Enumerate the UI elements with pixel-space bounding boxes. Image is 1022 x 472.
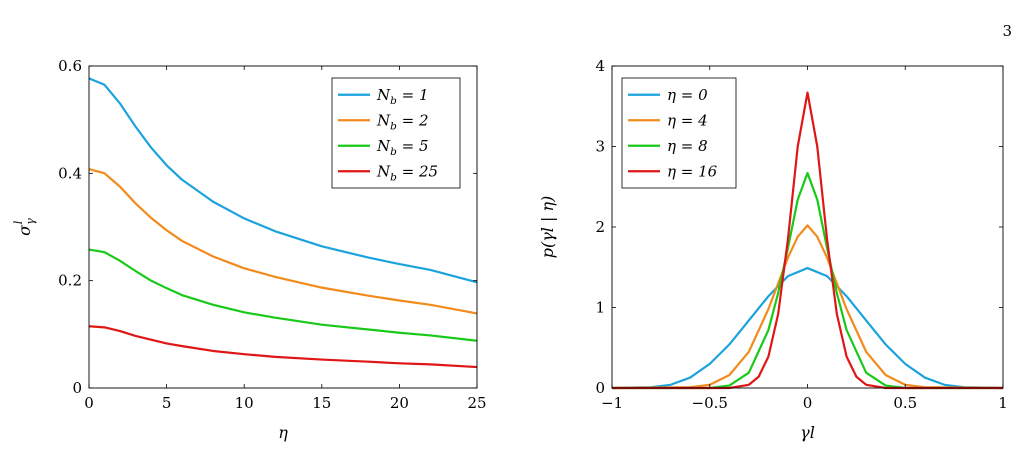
legend-label-2: η = 8: [667, 137, 708, 155]
legend-label-3: Nb = 25: [376, 162, 438, 183]
legend-label-3: η = 16: [667, 162, 718, 180]
x-axis-label: η: [278, 423, 288, 442]
legend-label-0: Nb = 1: [376, 86, 429, 107]
y-tick-label: 2: [595, 218, 605, 236]
x-tick-label: −0.5: [692, 394, 728, 412]
chart-density-gamma: −1 −0.5 0 0.5 1 0 1 2 3 4 γl p(γl | η) η = 0 η = 4 η =…: [538, 57, 1008, 442]
y-tick-label: 0: [595, 379, 605, 397]
chart-sigma-vs-eta: 0 5 10 15 20 25 0 0.2 0.4 0.6 η σγl Nb = 1 Nb = 2 Nb =…: [12, 57, 487, 442]
series-line-0: [88, 77, 478, 284]
legend-label-0: η = 0: [667, 86, 708, 104]
x-tick-label: 25: [467, 394, 486, 412]
legend-box: [621, 77, 737, 189]
x-tick-label: 5: [162, 394, 172, 412]
y-tick-label: 0.6: [58, 57, 82, 75]
y-tick-label: 0.4: [58, 164, 82, 182]
y-tick-label: 4: [595, 57, 605, 75]
series-line-0: [611, 266, 1004, 390]
y-tick-label: 0: [72, 379, 82, 397]
series-line-1: [88, 167, 478, 315]
y-axis-label: p(γl | η): [538, 196, 557, 259]
x-axis-label: γl: [800, 423, 815, 442]
series-line-3: [612, 91, 1003, 390]
x-tick-label: 15: [312, 394, 331, 412]
page-number: 3: [1002, 22, 1012, 40]
x-tick-label: −1: [601, 394, 623, 412]
series-line-2: [612, 171, 1003, 390]
x-tick-label: 10: [235, 394, 254, 412]
legend-label-1: Nb = 2: [376, 111, 429, 132]
series-line-2: [88, 248, 478, 342]
axes-frame: [88, 65, 478, 389]
series-line-3: [88, 325, 478, 369]
x-tick-label: 20: [390, 394, 409, 412]
legend-box: [331, 77, 461, 189]
x-tick-label: 0.5: [893, 394, 917, 412]
y-axis-label: σγl: [12, 218, 37, 236]
x-tick-label: 0: [803, 394, 813, 412]
y-tick-label: 0.2: [58, 272, 82, 290]
y-tick-label: 3: [595, 138, 605, 156]
legend-label-2: Nb = 5: [376, 137, 429, 158]
y-tick-label: 1: [595, 299, 605, 317]
series-line-1: [611, 224, 1004, 390]
x-tick-label: 1: [998, 394, 1008, 412]
x-tick-label: 0: [84, 394, 94, 412]
legend-label-1: η = 4: [667, 111, 708, 129]
